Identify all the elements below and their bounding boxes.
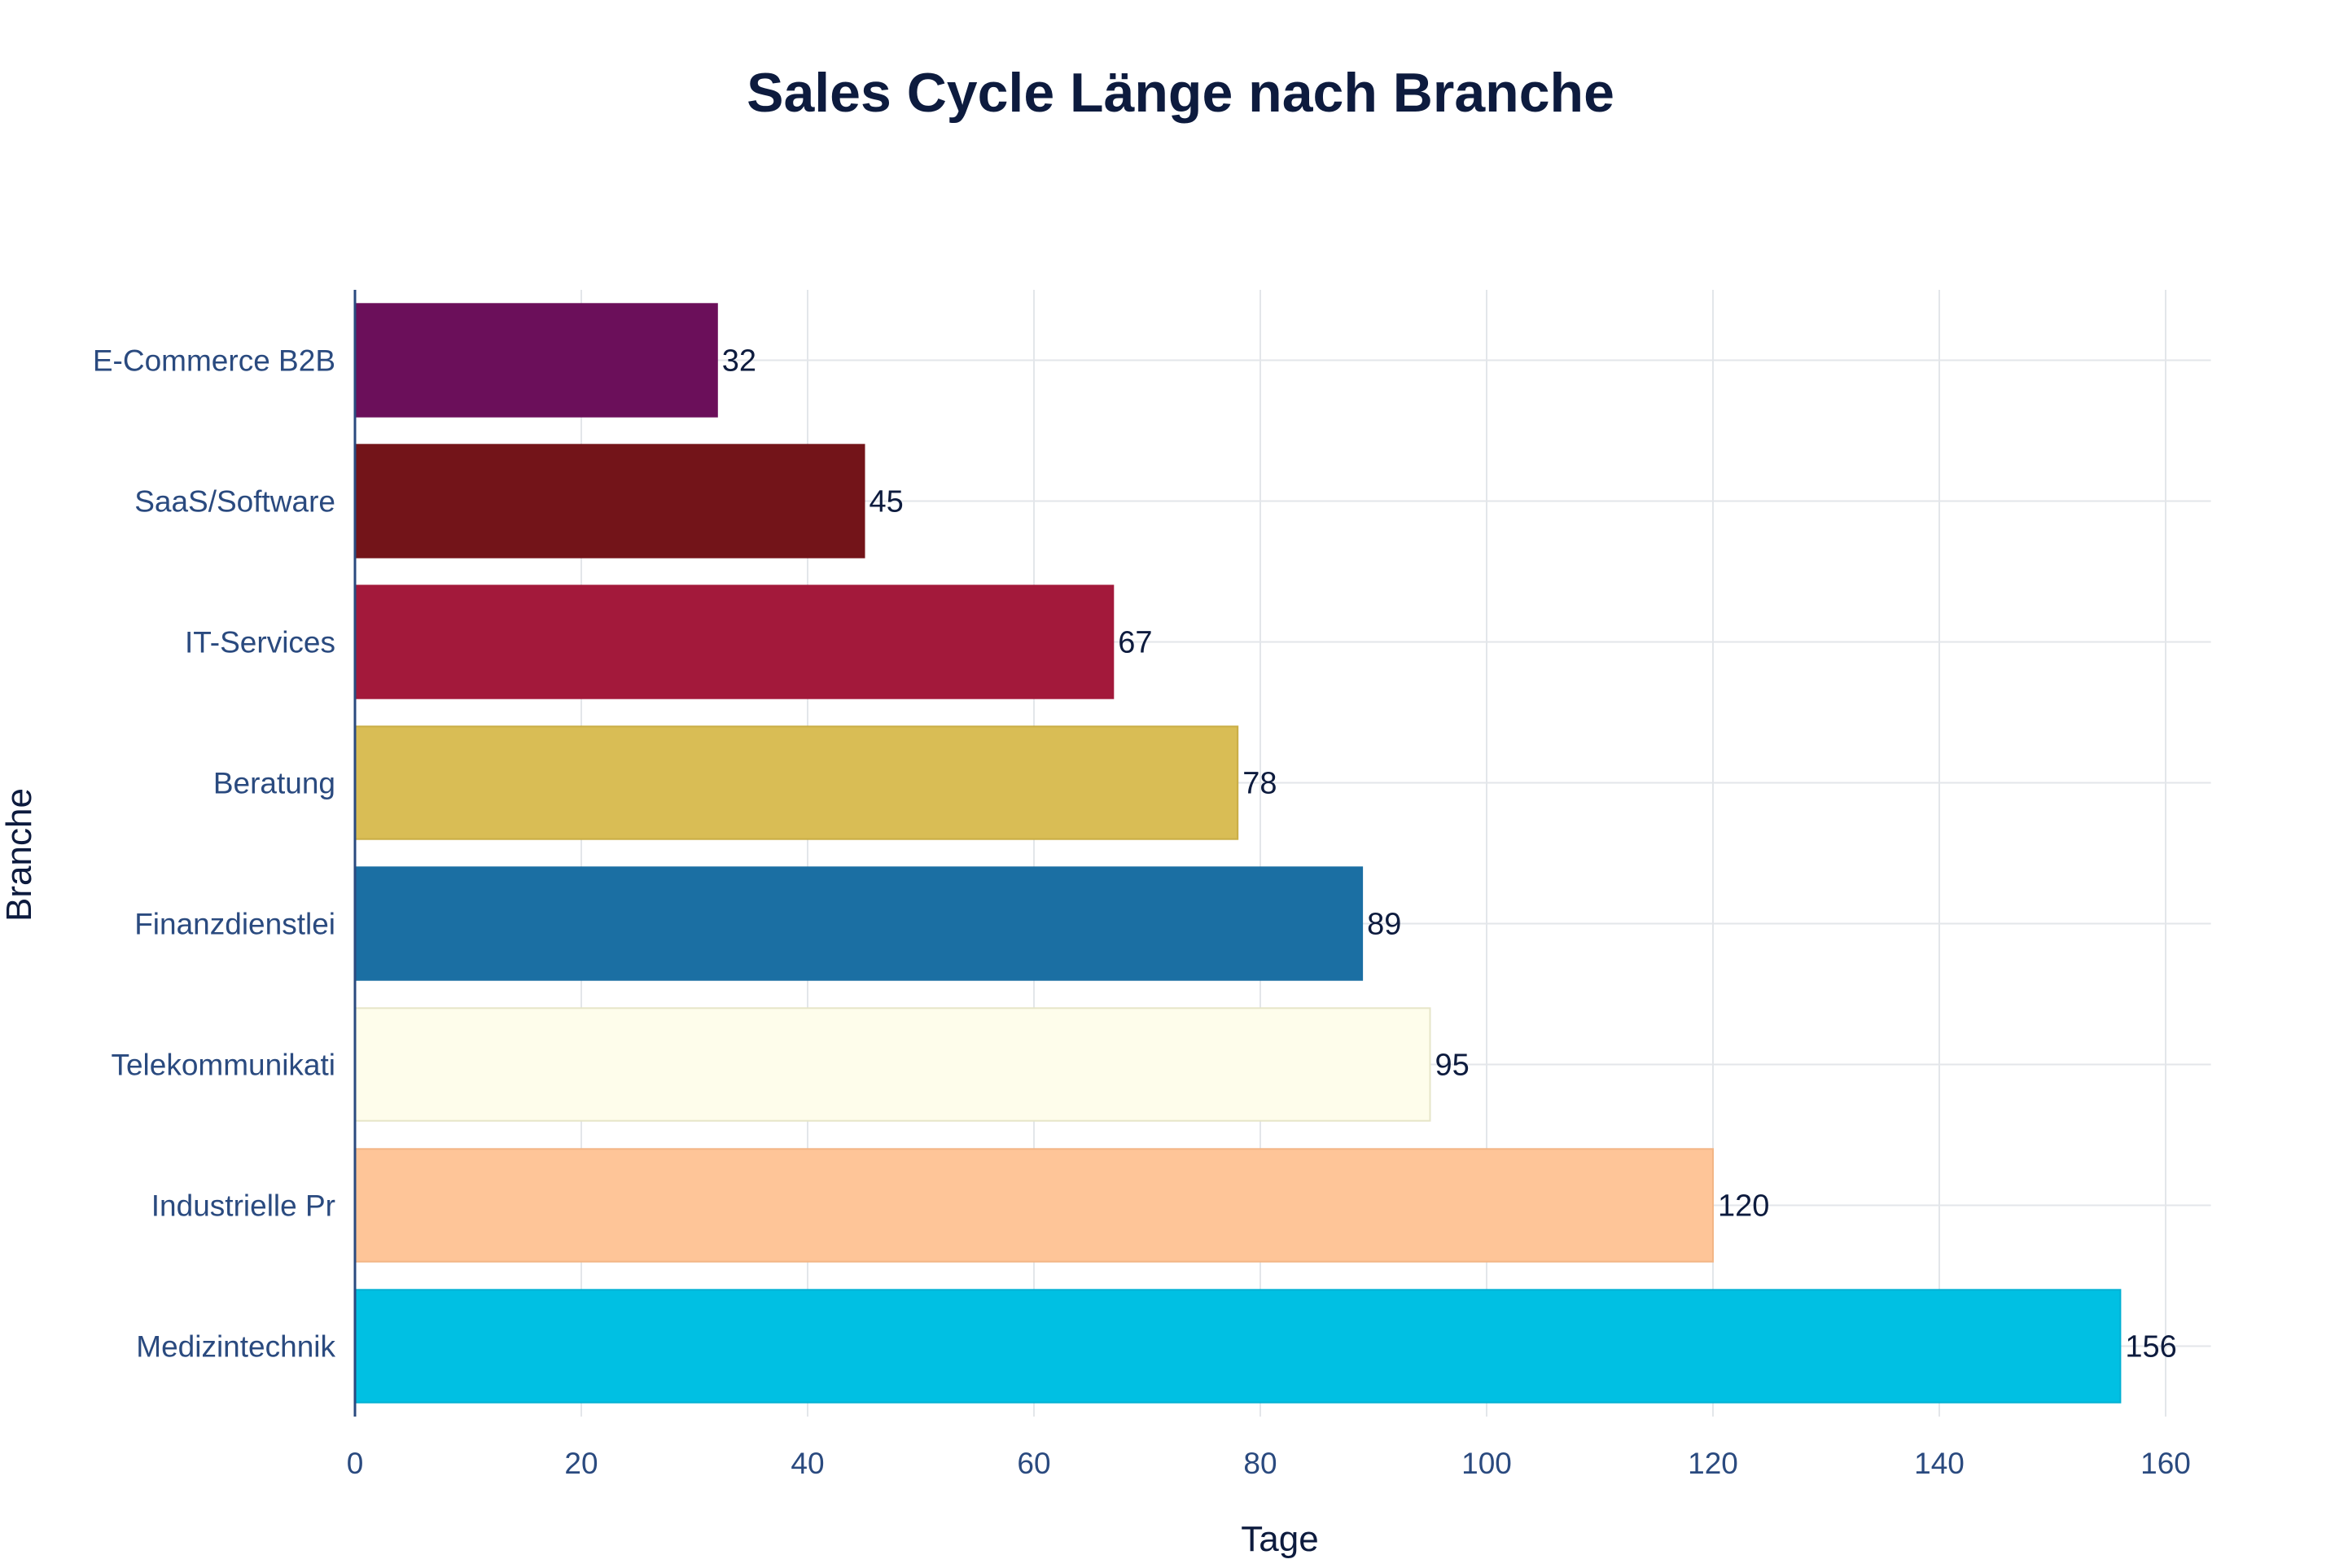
y-tick-label: SaaS/Software [134,485,335,519]
bar [354,303,718,418]
x-tick-label: 0 [347,1447,364,1480]
bar [354,866,1364,981]
y-tick-label: Industrielle Pr [151,1189,335,1223]
y-tick-label: E-Commerce B2B [93,344,335,378]
bars [354,303,2122,1404]
bar [354,1289,2122,1404]
x-tick-label: 100 [1461,1447,1512,1480]
bar-value-label: 156 [2125,1330,2176,1364]
bar-value-label: 95 [1435,1049,1470,1083]
chart-title: Sales Cycle Länge nach Branche [747,62,1614,124]
y-tick-label: Telekommunikati [111,1049,335,1082]
y-tick-label: IT-Services [185,626,335,659]
bar-value-label: 89 [1367,908,1401,942]
x-tick-label: 80 [1243,1447,1277,1480]
x-tick-label: 60 [1017,1447,1050,1480]
labels: 0 20 40 60 80 100 120 140 160 E-Commerce B2B 32 Saa… [93,344,2191,1481]
bar-value-label: 78 [1242,767,1277,801]
y-tick-label: Beratung [213,767,335,800]
y-axis-title: Branche [0,788,39,922]
y-tick-label: Medizintechnik [136,1330,335,1364]
bar [354,725,1239,840]
bar-value-label: 120 [1718,1189,1769,1224]
bar [354,585,1115,699]
x-tick-label: 120 [1688,1447,1738,1480]
bar-value-label: 45 [870,485,904,519]
x-tick-label: 40 [791,1447,824,1480]
bar [354,1007,1431,1122]
y-tick-label: Finanzdienstlei [134,908,335,941]
bar [354,444,865,558]
bar [354,1148,1714,1263]
x-axis-title: Tage [1241,1519,1318,1559]
bar-value-label: 67 [1118,626,1152,660]
bar-value-label: 32 [722,344,756,379]
x-tick-label: 160 [2140,1447,2191,1480]
x-tick-label: 20 [564,1447,598,1480]
x-tick-label: 140 [1914,1447,1965,1480]
